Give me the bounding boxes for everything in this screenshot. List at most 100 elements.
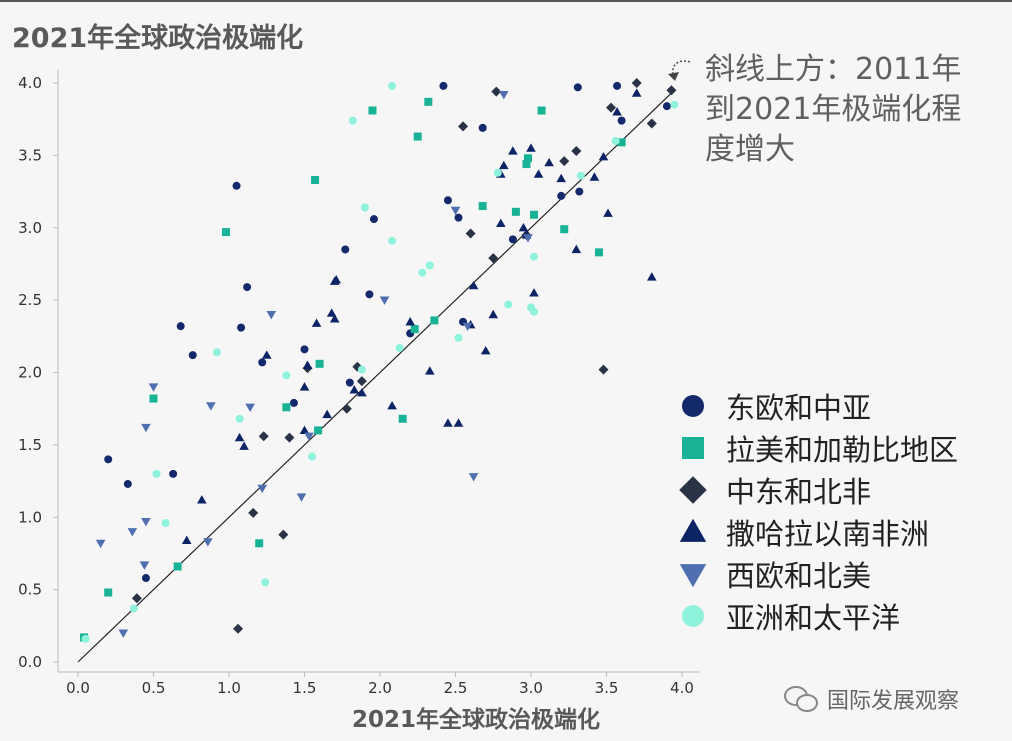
data-point-asia-pacific (493, 168, 502, 177)
data-point-east-europe (104, 455, 113, 464)
data-point-sub-saharan (322, 409, 332, 419)
data-point-east-europe (508, 235, 517, 244)
legend-item-middle-east: 中东和北非 (676, 469, 958, 511)
data-point-west-europe (141, 423, 151, 433)
legend-marker-icon (682, 395, 704, 417)
data-point-west-europe (468, 473, 479, 482)
data-point-sub-saharan (598, 152, 609, 161)
y-tick-label: 0.5 (18, 581, 42, 599)
legend-label: 拉美和加勒比地区 (726, 433, 959, 467)
data-point-west-europe (118, 629, 129, 638)
data-point-west-europe (523, 234, 533, 243)
data-point-asia-pacific (152, 469, 161, 478)
data-point-west-europe (304, 432, 314, 441)
legend-item-sub-saharan: 撒哈拉以南非洲 (676, 511, 958, 553)
data-point-asia-pacific (161, 519, 170, 528)
data-point-latin-america (430, 316, 439, 325)
annotation-arrowhead (668, 72, 679, 81)
chart-title: 2021年全球政治极端化 (12, 23, 304, 54)
data-point-asia-pacific (308, 452, 317, 461)
data-point-west-europe (257, 484, 268, 494)
data-point-latin-america (537, 106, 546, 115)
data-point-sub-saharan (181, 535, 192, 545)
x-tick-label: 2.5 (444, 679, 468, 697)
data-point-east-europe (575, 187, 584, 196)
data-point-middle-east (491, 86, 502, 97)
x-tick-label: 0.0 (66, 679, 90, 697)
data-point-sub-saharan (299, 382, 310, 391)
data-point-east-europe (345, 378, 354, 387)
data-point-east-europe (289, 398, 298, 407)
data-point-east-europe (557, 191, 566, 200)
data-point-middle-east (258, 431, 269, 442)
data-point-west-europe (148, 383, 159, 392)
data-point-sub-saharan (357, 387, 367, 397)
data-point-west-europe (95, 539, 106, 549)
data-point-latin-america (617, 138, 626, 147)
data-point-sub-saharan (612, 107, 622, 116)
y-tick-label: 2.0 (18, 364, 42, 382)
x-tick-label: 1.0 (217, 679, 241, 697)
legend-label: 撒哈拉以南非洲 (726, 517, 930, 551)
data-point-east-europe (613, 81, 622, 90)
data-point-sub-saharan (261, 350, 272, 359)
y-tick-label: 1.0 (18, 508, 42, 526)
data-point-west-europe (206, 402, 216, 411)
data-point-latin-america (311, 175, 320, 184)
data-point-sub-saharan (556, 173, 566, 183)
data-point-east-europe (365, 290, 374, 299)
data-point-west-europe (127, 528, 138, 537)
data-point-middle-east (341, 403, 352, 414)
data-point-east-europe (443, 196, 452, 205)
legend-marker-icon (682, 437, 704, 459)
data-point-sub-saharan (480, 345, 491, 355)
data-point-sub-saharan (529, 288, 539, 297)
data-point-latin-america (424, 97, 433, 106)
data-point-asia-pacific (212, 348, 221, 357)
data-point-asia-pacific (81, 634, 90, 643)
x-tick-label: 3.0 (519, 679, 543, 697)
legend-marker (682, 395, 704, 417)
data-point-middle-east (666, 85, 677, 96)
data-point-latin-america (282, 403, 291, 412)
data-point-asia-pacific (530, 307, 539, 316)
data-point-east-europe (169, 469, 178, 478)
data-point-west-europe (141, 517, 151, 527)
data-point-latin-america (149, 394, 158, 403)
data-point-latin-america (560, 225, 569, 234)
data-point-sub-saharan (425, 366, 435, 375)
data-point-west-europe (499, 90, 509, 100)
data-point-sub-saharan (239, 441, 249, 450)
data-point-east-europe (454, 213, 463, 222)
data-point-middle-east (284, 432, 295, 443)
data-point-west-europe (462, 322, 473, 331)
data-point-latin-america (478, 202, 487, 211)
data-point-latin-america (410, 325, 419, 334)
data-point-sub-saharan (488, 309, 499, 319)
data-point-latin-america (104, 588, 113, 597)
legend: 东欧和中亚 拉美和加勒比地区 中东和北非 撒哈拉以南非洲 西欧和北美 亚洲和太平洋 (676, 385, 958, 637)
annotation-line: 度增大 (705, 132, 795, 167)
watermark-label: 国际发展观察 (827, 689, 960, 714)
data-point-asia-pacific (282, 371, 291, 380)
x-tick-label: 0.5 (142, 679, 166, 697)
data-point-sub-saharan (603, 208, 613, 217)
data-point-latin-america (398, 414, 407, 423)
data-point-asia-pacific (348, 116, 357, 125)
data-point-east-europe (662, 102, 671, 111)
data-point-sub-saharan (453, 418, 464, 427)
legend-label: 西欧和北美 (726, 559, 872, 593)
legend-marker-icon (679, 476, 707, 504)
data-point-latin-america (173, 562, 182, 571)
data-point-east-europe (478, 123, 487, 132)
data-point-asia-pacific (418, 268, 427, 277)
data-point-sub-saharan (311, 318, 322, 327)
data-point-east-europe (188, 351, 197, 360)
data-point-east-europe (439, 81, 448, 90)
data-point-sub-saharan (443, 418, 453, 427)
data-point-east-europe (123, 479, 132, 488)
data-point-asia-pacific (504, 300, 513, 309)
y-tick-label: 3.0 (18, 219, 42, 237)
data-point-east-europe (232, 181, 241, 190)
data-point-asia-pacific (129, 604, 138, 613)
